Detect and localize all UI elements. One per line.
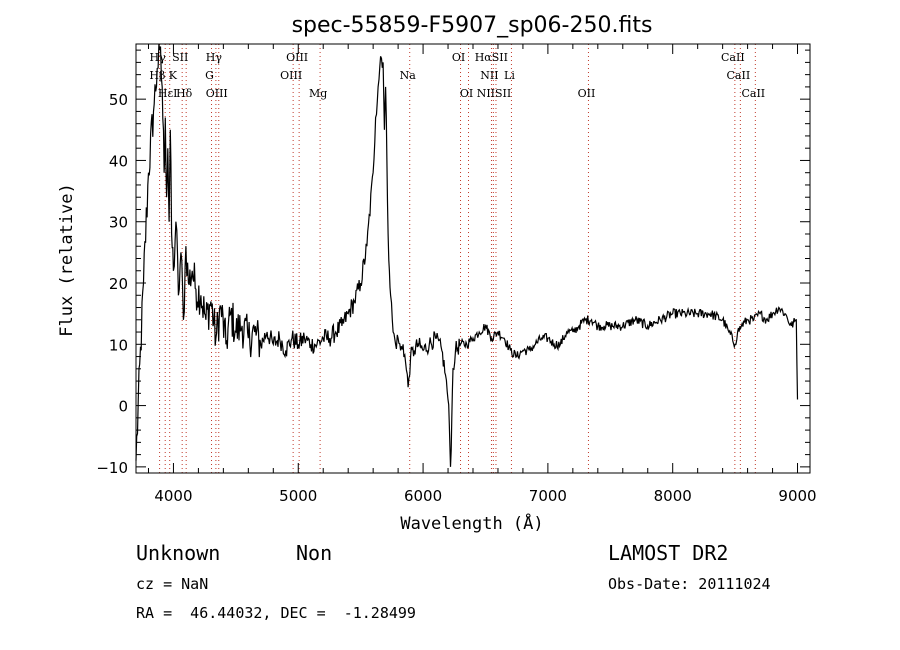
spectral-line-label: OI [452,51,465,64]
y-tick-label: 50 [109,91,128,109]
spectral-line-label: OII [578,87,596,100]
plot-frame [135,43,811,474]
spectral-line-label: HαSII [475,51,508,64]
spectral-line-label: CaII [741,87,765,100]
x-tick-label: 6000 [404,487,442,505]
y-tick-label: 30 [109,214,128,232]
spectral-line-label: CaII [727,69,751,82]
chart-title: spec-55859-F5907_sp06-250.fits [292,13,653,38]
redshift-text: cz = NaN [136,575,209,593]
spectral-line-label: Li [504,69,515,82]
spectral-line-label: G [205,69,214,82]
y-tick-label: 40 [109,152,128,170]
x-tick-label: 8000 [654,487,692,505]
spectral-line-label: OI [460,87,473,100]
spectral-line-label: SII [172,51,188,64]
y-axis-label: Flux (relative) [57,183,77,337]
axis-ticks: 4000 5000 6000 7000 8000 9000 −10 0 10 20 30 40 50 [96,44,817,505]
coordinates-text: RA = 46.44032, DEC = -1.28499 [136,604,416,622]
spectral-line-label: Na [400,69,417,82]
spectral-line-label: OIII [286,51,308,64]
x-axis-label: Wavelength (Å) [400,512,543,534]
spectral-line-label: NIISII [477,87,512,100]
y-tick-label: 0 [118,398,128,416]
object-subclass: Non [296,541,333,565]
spectral-line-label: Hγ [150,51,167,64]
y-tick-label: 10 [109,336,128,354]
spectral-line-label: OIII [280,69,302,82]
spectrum-line [135,43,799,467]
y-tick-label: −10 [96,459,128,477]
spectral-line-label: NII [480,69,498,82]
spectral-line-labels: Hγ SII Hγ OIII OI HαSII CaII Hβ K G OIII Na NII Li Ca… [149,51,765,100]
survey-name: LAMOST DR2 [608,541,729,565]
object-class: Unknown [136,541,221,565]
y-tick-label: 20 [109,275,128,293]
spectral-line-label: HεI [158,87,178,100]
spectral-line-label: Hγ [206,51,223,64]
spectral-line-label: Mg [309,87,327,100]
spectral-line-markers [159,44,756,473]
x-tick-label: 7000 [529,487,567,505]
x-tick-label: 4000 [154,487,192,505]
spectral-line-label: CaII [721,51,745,64]
obs-date-text: Obs-Date: 20111024 [608,575,771,593]
x-tick-label: 9000 [778,487,816,505]
spectral-line-label: Hβ K [149,69,177,82]
x-tick-label: 5000 [279,487,317,505]
spectral-line-label: OIII [206,87,228,100]
spectral-line-label: Hδ [176,87,193,100]
